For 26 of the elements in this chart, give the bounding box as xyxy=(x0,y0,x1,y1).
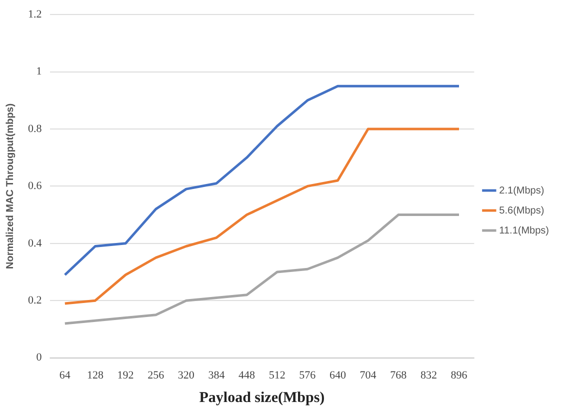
y-tick-label: 0.8 xyxy=(28,122,42,135)
legend-label: 11.1(Mbps) xyxy=(499,225,550,236)
x-tick-label: 832 xyxy=(420,369,437,382)
legend-label: 5.6(Mbps) xyxy=(499,205,544,216)
x-tick-label: 256 xyxy=(148,369,165,382)
y-tick-label: 0.6 xyxy=(28,180,42,192)
x-tick-label: 704 xyxy=(360,369,377,382)
legend-label: 2.1(Mbps) xyxy=(499,185,544,196)
y-tick-label: 1.2 xyxy=(28,8,42,20)
x-tick-label: 896 xyxy=(450,369,468,382)
x-tick-label: 320 xyxy=(178,369,195,382)
x-tick-label: 576 xyxy=(299,369,316,382)
x-tick-label: 128 xyxy=(86,369,104,382)
y-tick-label: 0.2 xyxy=(28,294,42,306)
x-tick-label: 448 xyxy=(238,369,256,382)
x-tick-label: 512 xyxy=(268,369,286,382)
y-tick-label: 0 xyxy=(36,352,42,364)
y-tick-label: 0.4 xyxy=(28,237,42,250)
x-tick-label: 384 xyxy=(208,369,226,382)
x-tick-label: 64 xyxy=(59,369,71,382)
y-tick-label: 1 xyxy=(36,66,42,78)
x-tick-label: 192 xyxy=(117,369,134,382)
y-axis-title: Normalized MAC Througput(mbps) xyxy=(4,103,16,269)
x-tick-label: 768 xyxy=(390,369,408,382)
x-tick-label: 640 xyxy=(329,369,346,382)
x-axis-title: Payload size(Mbps) xyxy=(199,390,325,406)
